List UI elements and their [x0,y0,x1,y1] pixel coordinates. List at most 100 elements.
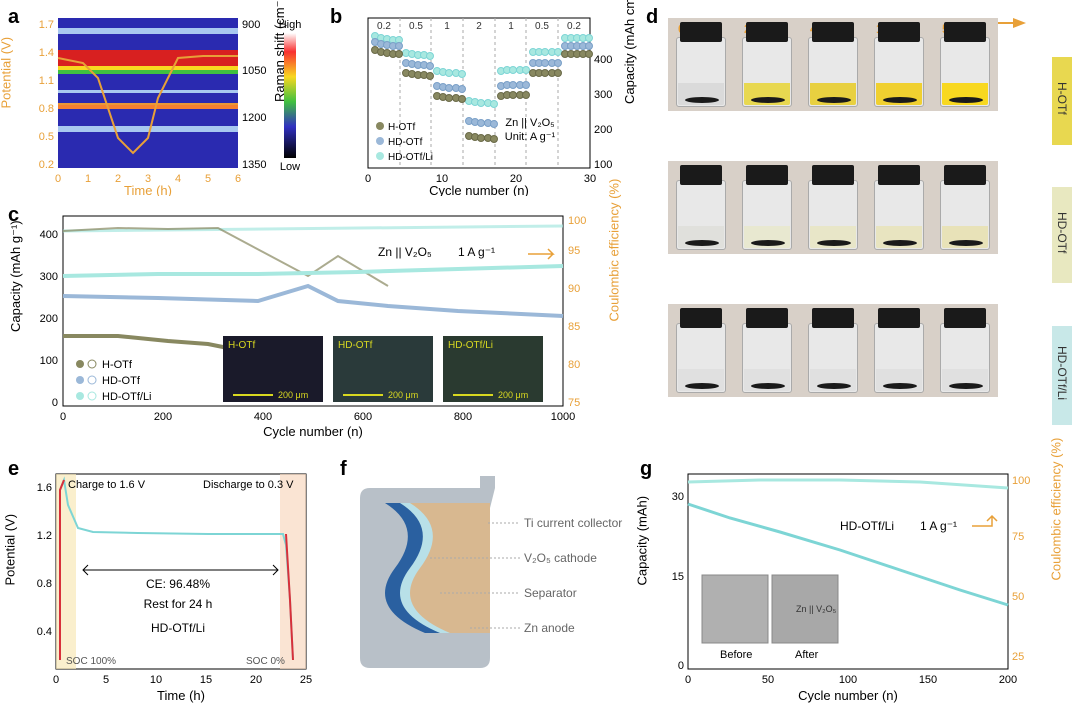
vial [670,308,732,393]
svg-text:Cycle number (n): Cycle number (n) [429,183,529,196]
svg-text:Time (h): Time (h) [124,183,172,196]
svg-text:5: 5 [205,173,211,185]
svg-text:1.6: 1.6 [37,482,52,494]
panel-c: c 0100200 300400 758085 9095100 0200400 … [8,204,634,444]
svg-text:100: 100 [839,674,857,686]
svg-text:800: 800 [454,411,472,423]
svg-text:1050: 1050 [242,65,266,77]
svg-text:10: 10 [150,674,162,686]
svg-text:2: 2 [115,173,121,185]
row-label-3: HD-OTf/Li [1055,346,1069,400]
svg-text:1.2: 1.2 [37,530,52,542]
svg-text:100: 100 [568,215,586,227]
svg-text:0: 0 [55,173,61,185]
yaxis-left-g: Capacity (mAh) [635,496,650,586]
vial [868,308,930,393]
svg-text:0: 0 [365,173,371,185]
svg-text:After: After [795,649,819,661]
panel-d: d 0 h24 h48 h144 h576 h H-OTf HD-OTf HD-… [646,6,1076,446]
panel-e-chart: 0.40.81.21.6 0510 152025 Time (h) Charge… [8,460,328,718]
svg-text:V₂O₅ cathode: V₂O₅ cathode [524,551,597,565]
yaxis-b: Capacity (mAh cm⁻¹) [622,0,638,104]
svg-text:400: 400 [40,229,58,241]
svg-text:CE: 96.48%: CE: 96.48% [146,577,210,591]
svg-text:15: 15 [200,674,212,686]
svg-text:30: 30 [584,173,596,185]
svg-text:H-OTf: H-OTf [228,340,255,351]
panel-a: a 0.20.50.8 1.11.41.7 13501200 1050900 0… [8,6,318,196]
svg-text:Rest for 24 h: Rest for 24 h [144,597,213,611]
svg-text:SOC 100%: SOC 100% [66,656,116,667]
vial [868,165,930,250]
svg-text:Ti current collector: Ti current collector [524,516,622,530]
svg-text:5: 5 [103,674,109,686]
svg-text:HD-OTf: HD-OTf [338,340,373,351]
svg-text:1.1: 1.1 [39,75,54,87]
svg-text:2: 2 [476,21,482,32]
svg-text:15: 15 [672,571,684,583]
svg-text:Zn || V₂O₅: Zn || V₂O₅ [505,117,554,129]
svg-text:Low: Low [280,161,300,173]
svg-text:0: 0 [53,674,59,686]
svg-text:1.4: 1.4 [39,47,54,59]
panel-b-chart: 0.20.51 210.50.2 [330,8,630,196]
vial [736,308,798,393]
svg-text:0: 0 [60,411,66,423]
svg-text:200 μm: 200 μm [498,390,528,400]
svg-text:Discharge to 0.3 V: Discharge to 0.3 V [203,479,294,491]
panel-d-label: d [646,6,658,29]
svg-text:25: 25 [1012,651,1024,663]
panel-g: g 01530 255075100 050100 150200 Cycle nu… [640,458,1076,720]
vial [934,308,996,393]
svg-text:200: 200 [40,313,58,325]
svg-text:0.2: 0.2 [39,159,54,171]
svg-text:95: 95 [568,245,580,257]
svg-text:1: 1 [508,21,514,32]
svg-text:50: 50 [762,674,774,686]
svg-text:1: 1 [444,21,450,32]
svg-text:HD-OTf: HD-OTf [102,375,141,387]
svg-text:HD-OTf: HD-OTf [388,137,423,148]
yaxis-right-c: Coulombic efficiency (%) [607,179,622,322]
svg-text:20: 20 [250,674,262,686]
svg-text:Zn anode: Zn anode [524,621,575,635]
panel-c-chart: 0100200 300400 758085 9095100 0200400 60… [8,206,634,444]
svg-text:0.8: 0.8 [37,578,52,590]
svg-text:0: 0 [678,660,684,672]
svg-text:25: 25 [300,674,312,686]
svg-text:HD-OTf/Li: HD-OTf/Li [151,621,205,635]
svg-text:HD-OTf/Li: HD-OTf/Li [388,152,433,163]
svg-text:90: 90 [568,283,580,295]
svg-text:0: 0 [52,397,58,409]
yaxis-left-a: Potential (V) [0,37,14,109]
row-label-2: HD-OTf [1055,212,1069,253]
panel-e: e 0.40.81.21.6 0510 152025 Time (h) Char… [8,458,328,718]
svg-text:0.5: 0.5 [535,21,549,32]
svg-text:100: 100 [1012,475,1030,487]
svg-text:1: 1 [85,173,91,185]
svg-text:300: 300 [594,89,612,101]
svg-text:1200: 1200 [242,112,266,124]
panel-b: b 0.20.51 210.50.2 [330,6,630,196]
svg-text:Cycle number (n): Cycle number (n) [263,424,363,439]
svg-text:1 A g⁻¹: 1 A g⁻¹ [920,519,957,533]
vial [736,165,798,250]
svg-text:1000: 1000 [551,411,575,423]
svg-text:6: 6 [235,173,241,185]
svg-text:75: 75 [568,397,580,409]
yaxis-e: Potential (V) [3,514,18,586]
yaxis-right-g: Coulombic efficiency (%) [1049,438,1064,581]
svg-text:0.8: 0.8 [39,103,54,115]
vial [670,165,732,250]
svg-text:150: 150 [919,674,937,686]
svg-text:0.5: 0.5 [409,21,423,32]
svg-text:30: 30 [672,491,684,503]
svg-text:0.2: 0.2 [377,21,391,32]
svg-text:200 μm: 200 μm [278,390,308,400]
svg-text:Charge to 1.6 V: Charge to 1.6 V [68,479,146,491]
svg-text:Before: Before [720,649,752,661]
vial [802,165,864,250]
svg-text:600: 600 [354,411,372,423]
svg-text:H-OTf: H-OTf [102,359,133,371]
panel-g-chart: 01530 255075100 050100 150200 Cycle numb… [640,460,1076,720]
